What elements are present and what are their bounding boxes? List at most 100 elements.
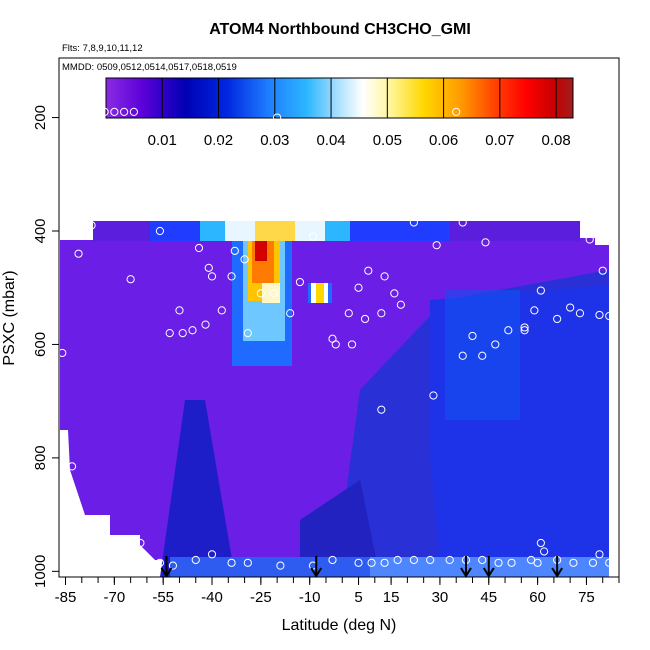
colorbar-tick-label: 0.05 xyxy=(373,132,402,149)
observation-point xyxy=(540,198,549,207)
observation-point xyxy=(87,221,96,230)
observation-point xyxy=(344,309,353,318)
x-tick-label: -55 xyxy=(152,589,174,606)
observation-point xyxy=(373,150,383,159)
observation-point xyxy=(214,141,223,151)
colorbar-tick-label: 0.01 xyxy=(148,132,177,149)
observation-point xyxy=(155,558,165,567)
y-tick-label: 200 xyxy=(32,105,49,130)
observation-point xyxy=(523,187,532,196)
plume-column-red xyxy=(255,241,267,261)
observation-point xyxy=(354,283,363,292)
observation-point xyxy=(240,255,249,264)
observation-point xyxy=(155,226,165,236)
observation-point xyxy=(533,558,542,567)
colorbar-tick-label: 0.07 xyxy=(485,132,514,149)
x-axis: -85 -70 -55 -40 -25 -10 5 15 30 45 60 75 xyxy=(55,577,620,606)
observation-point xyxy=(566,119,575,128)
observation-point xyxy=(377,405,386,414)
colorbar-tick-label: 0.08 xyxy=(542,132,571,149)
observation-point xyxy=(233,136,243,145)
colorbar: 0.01 0.02 0.03 0.04 0.05 0.06 0.07 0.08 xyxy=(105,77,574,149)
y-tick-label: 1000 xyxy=(32,555,49,588)
x-tick-label: -85 xyxy=(55,589,77,606)
dates-subtitle: MMDD: 0509,0512,0514,0517,0518,0519 xyxy=(62,62,237,73)
observation-point xyxy=(393,555,402,565)
surface-arrow xyxy=(482,556,495,578)
observation-point xyxy=(481,238,490,247)
observation-point xyxy=(159,119,168,128)
field-blue-east-band xyxy=(445,290,520,420)
observation-point xyxy=(520,201,529,210)
x-tick-label: -40 xyxy=(201,589,223,606)
observation-point xyxy=(536,178,545,187)
observation-point xyxy=(468,201,477,210)
observation-point xyxy=(67,462,77,471)
y-tick-label: 600 xyxy=(32,332,49,357)
observation-point xyxy=(491,187,500,196)
x-tick-label: 60 xyxy=(529,589,546,606)
observation-point xyxy=(331,340,340,349)
observation-point xyxy=(269,289,278,298)
observation-points xyxy=(59,107,617,570)
observation-point xyxy=(575,309,585,318)
observation-point xyxy=(328,555,337,565)
x-tick-label: 75 xyxy=(578,589,595,606)
observation-point xyxy=(201,320,210,329)
observation-point xyxy=(367,558,376,567)
observation-point xyxy=(517,187,526,196)
observation-point xyxy=(295,277,305,287)
observation-point xyxy=(491,340,500,349)
observation-point xyxy=(256,289,265,298)
observation-point xyxy=(530,306,539,315)
observation-point xyxy=(504,187,513,196)
observation-point xyxy=(59,119,67,128)
observation-point xyxy=(273,113,282,122)
observation-point xyxy=(507,558,516,567)
observation-point xyxy=(243,558,252,567)
observation-point xyxy=(422,150,432,159)
observation-point xyxy=(458,351,467,360)
surface-arrow xyxy=(310,556,323,578)
observation-point xyxy=(468,331,477,341)
observation-point xyxy=(377,309,386,318)
observation-point xyxy=(588,558,598,567)
observation-point xyxy=(608,215,617,224)
observation-point xyxy=(360,314,370,324)
y-axis-label: PSXC (mbar) xyxy=(1,270,18,365)
observation-point xyxy=(478,351,487,360)
x-tick-label: -10 xyxy=(299,589,321,606)
colorbar-tick-label: 0.06 xyxy=(429,132,458,149)
observation-point xyxy=(429,391,438,400)
observation-point xyxy=(536,538,545,548)
observation-point xyxy=(445,555,454,565)
observation-point xyxy=(217,306,226,315)
observation-point xyxy=(426,555,435,565)
observation-point xyxy=(520,323,529,332)
plume-column-white xyxy=(262,283,280,303)
observation-point xyxy=(543,198,552,207)
observation-point xyxy=(194,243,204,253)
observation-point xyxy=(168,181,178,190)
observation-point xyxy=(530,187,539,196)
hotspot-yellow xyxy=(316,283,324,303)
x-tick-label: 45 xyxy=(480,589,497,606)
colorbar-tick-label: 0.04 xyxy=(316,132,345,149)
plot-frame xyxy=(58,57,620,578)
observation-point xyxy=(536,187,545,196)
flights-subtitle: Flts: 7,8,9,10,11,12 xyxy=(62,43,143,54)
observation-point xyxy=(59,348,67,358)
observation-point xyxy=(351,150,360,159)
observation-point xyxy=(605,558,614,567)
observation-point xyxy=(227,272,236,281)
observation-point xyxy=(175,306,184,315)
observation-point xyxy=(439,150,448,159)
observation-point xyxy=(315,121,324,131)
observation-point xyxy=(400,150,409,159)
observation-point xyxy=(585,235,594,244)
observation-point xyxy=(452,107,461,116)
observation-point xyxy=(520,326,529,335)
observation-point xyxy=(126,275,135,284)
observation-point xyxy=(207,550,217,559)
observation-point xyxy=(230,246,239,255)
